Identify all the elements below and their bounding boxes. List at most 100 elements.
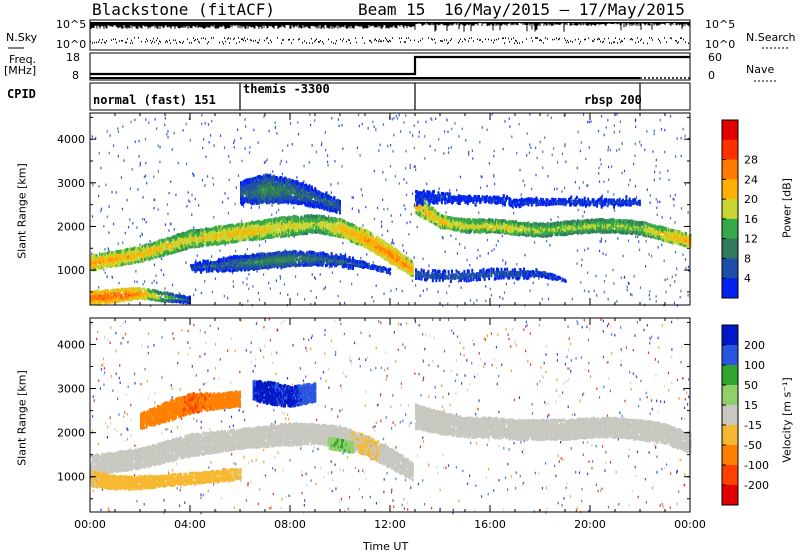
range-cell: [344, 231, 347, 235]
range-cell: [527, 233, 530, 237]
range-cell: [595, 227, 597, 232]
nsearch-sample: [420, 39, 421, 42]
range-cell: [178, 233, 181, 238]
range-cell: [466, 218, 469, 222]
range-cell: [164, 238, 167, 242]
range-cell: [534, 229, 537, 234]
noise-pixel: [201, 178, 204, 182]
range-cell: [349, 230, 352, 234]
noise-pixel: [263, 161, 266, 165]
range-cell: [291, 232, 294, 236]
range-cell: [561, 231, 564, 236]
range-cell: [245, 235, 248, 240]
range-cell: [176, 298, 179, 303]
range-cell: [280, 223, 283, 227]
range-cell: [270, 235, 272, 239]
noise-pixel: [157, 208, 159, 211]
noise-pixel: [271, 204, 273, 207]
range-cell: [118, 263, 121, 268]
range-cell: [110, 291, 113, 296]
range-cell: [505, 220, 507, 224]
nsearch-sample: [266, 37, 267, 40]
nsearch-sample: [336, 39, 337, 42]
range-cell: [104, 258, 107, 263]
noise-pixel: [117, 242, 119, 245]
range-cell: [262, 236, 265, 241]
noise-pixel: [342, 147, 344, 150]
range-cell: [253, 232, 256, 236]
range-cell: [360, 229, 362, 233]
range-cell: [584, 222, 587, 227]
range-cell: [401, 258, 404, 262]
noise-pixel: [629, 178, 631, 182]
range-cell: [156, 240, 159, 244]
noise-pixel: [607, 190, 609, 193]
range-cell: [187, 296, 190, 300]
range-cell: [253, 230, 256, 234]
range-cell: [354, 240, 357, 245]
range-cell: [366, 245, 369, 250]
range-cell: [101, 259, 104, 264]
range-cell: [544, 234, 547, 238]
range-cell: [244, 231, 247, 235]
range-cell: [424, 209, 426, 214]
range-cell: [583, 219, 586, 223]
range-cell: [472, 218, 475, 222]
nsearch-sample: [380, 40, 381, 43]
noise-pixel: [293, 235, 295, 238]
range-cell: [132, 252, 135, 256]
range-cell: [114, 259, 117, 263]
range-cell: [389, 247, 392, 251]
range-cell: [340, 235, 343, 239]
range-cell: [355, 241, 358, 245]
noise-pixel: [209, 134, 212, 137]
range-cell: [408, 258, 411, 263]
range-cell: [201, 230, 204, 235]
noise-pixel: [477, 248, 479, 252]
range-cell: [95, 290, 98, 295]
range-cell: [207, 228, 209, 232]
range-cell: [502, 223, 505, 227]
range-cell: [514, 230, 516, 234]
noise-pixel: [105, 183, 107, 187]
range-cell: [157, 291, 160, 295]
range-cell: [166, 252, 169, 256]
range-cell: [347, 234, 350, 238]
range-cell: [109, 300, 112, 304]
range-cell: [267, 232, 270, 237]
range-cell: [348, 235, 351, 240]
range-cell: [160, 252, 163, 257]
range-cell: [211, 236, 214, 240]
range-cell: [488, 220, 491, 224]
nsearch-sample: [255, 39, 256, 42]
range-cell: [93, 257, 96, 261]
range-cell: [517, 227, 520, 232]
noise-pixel: [513, 281, 515, 285]
range-cell: [550, 233, 552, 238]
range-cell: [113, 253, 116, 257]
range-cell: [268, 226, 271, 231]
range-cell: [417, 204, 420, 209]
nsearch-sample: [386, 38, 387, 41]
range-cell: [566, 220, 569, 224]
noise-pixel: [331, 117, 333, 120]
range-cell: [524, 225, 527, 230]
range-cell: [375, 245, 378, 249]
range-cell: [151, 292, 154, 296]
noise-pixel: [275, 211, 278, 214]
range-cell: [130, 297, 133, 301]
range-cell: [511, 219, 514, 224]
range-cell: [165, 244, 168, 249]
range-cell: [149, 256, 152, 260]
noise-pixel: [682, 127, 684, 131]
nsearch-sample: [640, 39, 641, 42]
range-cell: [163, 253, 166, 257]
nave-top-tick: 60: [708, 51, 722, 64]
range-cell: [333, 221, 335, 226]
range-cell: [267, 235, 270, 239]
range-cell: [446, 222, 449, 227]
noise-pixel: [598, 166, 600, 170]
range-cell: [119, 261, 122, 265]
nsearch-sample: [410, 39, 411, 42]
